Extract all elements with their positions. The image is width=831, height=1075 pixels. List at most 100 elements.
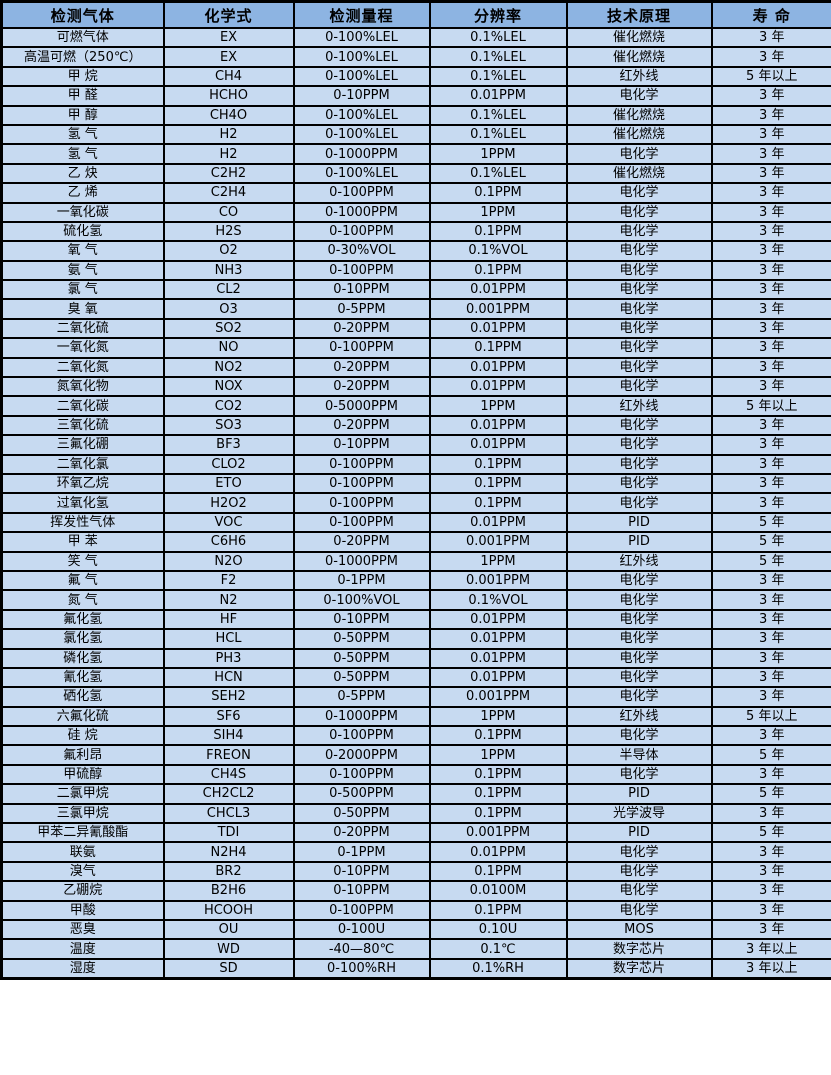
- table-cell: N2: [162, 589, 295, 611]
- table-cell: PID: [565, 531, 713, 553]
- table-cell: 5 年以上: [710, 395, 831, 417]
- table-cell: 电化学: [565, 880, 713, 902]
- column-header-range: 检测量程: [292, 0, 431, 29]
- table-cell: F2: [162, 569, 295, 592]
- table-row: 温度 WD -40—80℃ 0.1℃ 数字芯片 3 年以上: [0, 938, 831, 960]
- table-cell: C6H6: [162, 531, 295, 553]
- table-row: 氮氧化物 NOX 0-20PPM 0.01PPM 电化学 3 年: [0, 376, 831, 398]
- table-cell: HCL: [162, 628, 295, 650]
- table-cell: 三氯甲烷: [0, 802, 165, 825]
- table-row: 笑 气 N2O 0-1000PPM 1PPM 红外线 5 年: [0, 550, 831, 572]
- table-cell: 3 年: [710, 123, 831, 146]
- table-cell: 0-20PPM: [292, 376, 431, 398]
- table-cell: 电化学: [565, 376, 713, 398]
- table-cell: 数字芯片: [565, 938, 713, 960]
- table-cell: 0-100%VOL: [292, 589, 431, 611]
- table-cell: 1PPM: [428, 143, 568, 165]
- table-cell: 3 年: [710, 279, 831, 301]
- table-cell: 3 年: [710, 337, 831, 359]
- table-row: 氮 气 N2 0-100%VOL 0.1%VOL 电化学 3 年: [0, 589, 831, 611]
- table-cell: HCHO: [162, 85, 295, 107]
- table-cell: 0.01PPM: [428, 376, 568, 398]
- table-cell: 甲酸: [0, 899, 165, 921]
- table-cell: CO2: [162, 395, 295, 417]
- table-cell: 氯化氢: [0, 628, 165, 650]
- column-header-formula: 化学式: [162, 0, 295, 29]
- table-cell: 0.1PPM: [428, 783, 568, 805]
- table-cell: 1PPM: [428, 705, 568, 728]
- table-cell: 0-20PPM: [292, 356, 431, 379]
- table-cell: 0-5000PPM: [292, 395, 431, 417]
- table-cell: 一氧化氮: [0, 337, 165, 359]
- table-cell: 电化学: [565, 453, 713, 476]
- table-cell: 电化学: [565, 472, 713, 495]
- table-cell: 3 年: [710, 472, 831, 495]
- table-cell: 电化学: [565, 647, 713, 669]
- table-cell: 0.1%VOL: [428, 589, 568, 611]
- table-cell: 5 年: [710, 821, 831, 844]
- table-cell: 可燃气体: [0, 26, 165, 49]
- table-cell: CLO2: [162, 453, 295, 476]
- table-cell: 3 年: [710, 26, 831, 49]
- table-cell: 0-100PPM: [292, 511, 431, 534]
- table-cell: C2H4: [162, 182, 295, 204]
- table-cell: 5 年: [710, 783, 831, 805]
- table-cell: 0.01PPM: [428, 317, 568, 340]
- table-cell: 0.01PPM: [428, 434, 568, 456]
- table-row: 六氟化硫 SF6 0-1000PPM 1PPM 红外线 5 年以上: [0, 705, 831, 728]
- table-cell: EX: [162, 26, 295, 49]
- table-cell: PID: [565, 821, 713, 844]
- table-row: 挥发性气体 VOC 0-100PPM 0.01PPM PID 5 年: [0, 511, 831, 534]
- table-cell: EX: [162, 46, 295, 68]
- table-header-row: 检测气体 化学式 检测量程 分辨率 技术原理 寿 命: [0, 0, 831, 29]
- table-cell: 电化学: [565, 589, 713, 611]
- table-cell: 0-100%LEL: [292, 123, 431, 146]
- table-cell: 二氯甲烷: [0, 783, 165, 805]
- table-cell: HCOOH: [162, 899, 295, 921]
- table-cell: 3 年: [710, 182, 831, 204]
- table-cell: 0-100PPM: [292, 220, 431, 243]
- table-cell: 3 年: [710, 143, 831, 165]
- table-cell: 甲 苯: [0, 531, 165, 553]
- table-cell: 0.01PPM: [428, 628, 568, 650]
- table-cell: 5 年: [710, 531, 831, 553]
- table-row: 氰化氢 HCN 0-50PPM 0.01PPM 电化学 3 年: [0, 666, 831, 689]
- table-cell: 0-100PPM: [292, 725, 431, 747]
- table-cell: 0-30%VOL: [292, 240, 431, 262]
- table-cell: 电化学: [565, 686, 713, 708]
- table-cell: H2O2: [162, 492, 295, 514]
- table-cell: 0.1PPM: [428, 492, 568, 514]
- table-row: 甲 醇 CH4O 0-100%LEL 0.1%LEL 催化燃烧 3 年: [0, 104, 831, 126]
- table-cell: 1PPM: [428, 550, 568, 572]
- table-cell: N2H4: [162, 841, 295, 863]
- table-cell: SO3: [162, 414, 295, 437]
- table-cell: 乙 炔: [0, 162, 165, 185]
- table-row: 二氧化硫 SO2 0-20PPM 0.01PPM 电化学 3 年: [0, 317, 831, 340]
- table-row: 一氧化氮 NO 0-100PPM 0.1PPM 电化学 3 年: [0, 337, 831, 359]
- table-cell: CH4O: [162, 104, 295, 126]
- table-cell: 红外线: [565, 395, 713, 417]
- table-cell: SEH2: [162, 686, 295, 708]
- table-cell: 0-100U: [292, 918, 431, 941]
- table-cell: 3 年: [710, 240, 831, 262]
- table-cell: 0.001PPM: [428, 298, 568, 320]
- table-cell: 氟 气: [0, 569, 165, 592]
- table-cell: 0-100PPM: [292, 182, 431, 204]
- table-cell: 甲硫醇: [0, 763, 165, 786]
- table-cell: 乙硼烷: [0, 880, 165, 902]
- table-cell: 电化学: [565, 85, 713, 107]
- table-cell: 3 年: [710, 763, 831, 786]
- table-cell: 3 年: [710, 899, 831, 921]
- table-cell: NOX: [162, 376, 295, 398]
- table-cell: 3 年: [710, 569, 831, 592]
- table-cell: 光学波导: [565, 802, 713, 825]
- table-cell: 0-10PPM: [292, 608, 431, 631]
- table-row: 氢 气 H2 0-1000PPM 1PPM 电化学 3 年: [0, 143, 831, 165]
- table-cell: -40—80℃: [292, 938, 431, 960]
- table-cell: CHCL3: [162, 802, 295, 825]
- table-cell: 二氧化氯: [0, 453, 165, 476]
- table-cell: 红外线: [565, 65, 713, 88]
- table-cell: 臭 氧: [0, 298, 165, 320]
- table-cell: 3 年以上: [710, 957, 831, 980]
- table-row: 二氧化碳 CO2 0-5000PPM 1PPM 红外线 5 年以上: [0, 395, 831, 417]
